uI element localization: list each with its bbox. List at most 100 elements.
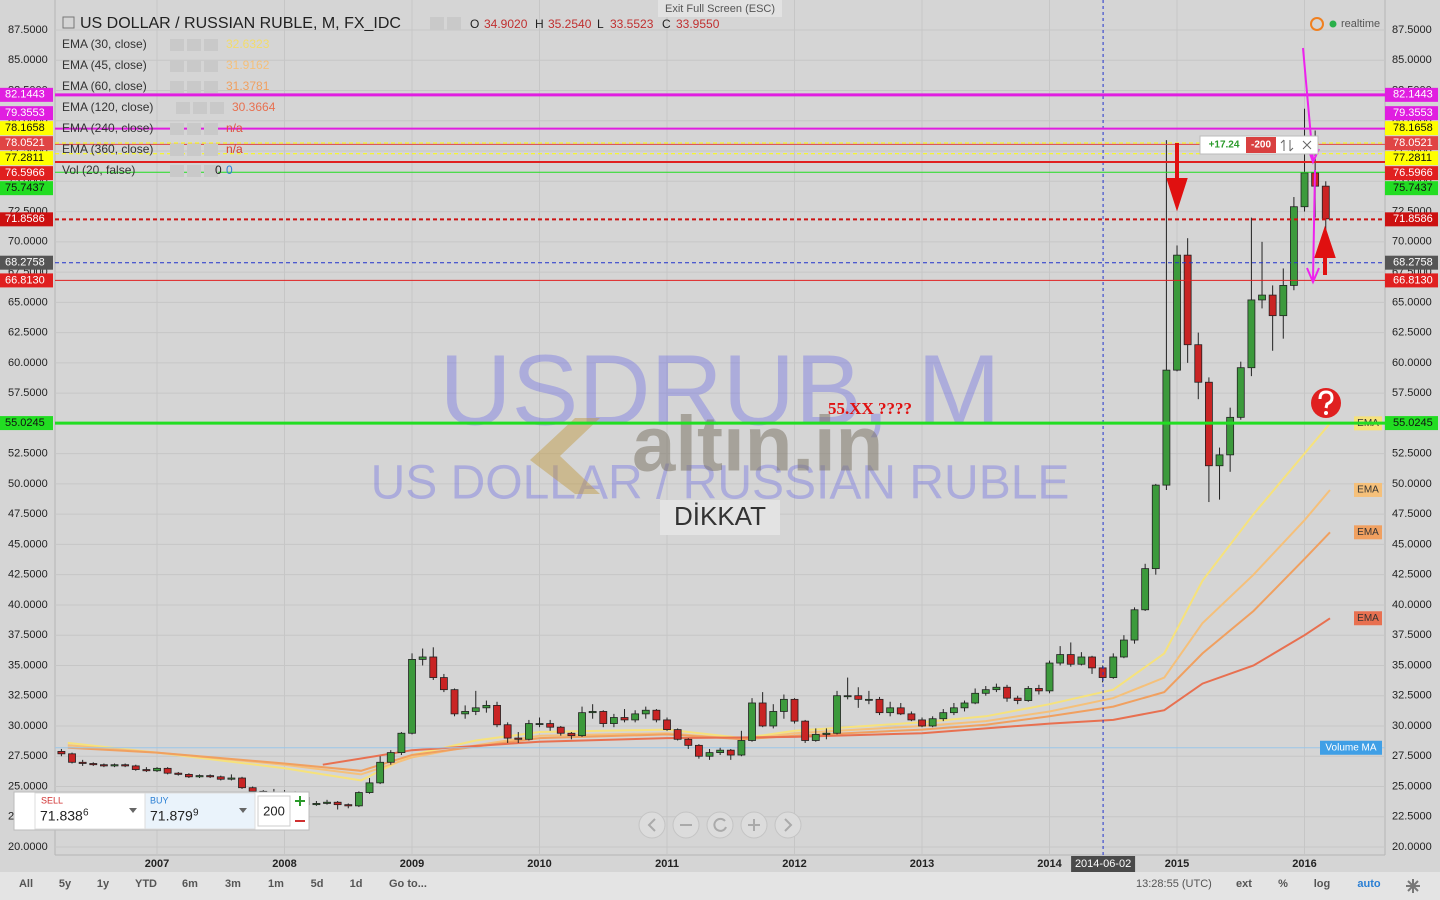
- range-button[interactable]: All: [19, 878, 33, 890]
- scroll-left[interactable]: [638, 811, 666, 839]
- y-tick-label: 40.0000: [8, 599, 48, 611]
- y-tick-label: 57.5000: [1392, 387, 1432, 399]
- annotation-arrow-magenta: [1306, 169, 1320, 285]
- study-icon[interactable]: [210, 102, 224, 114]
- study-icon[interactable]: [204, 60, 218, 72]
- price-tag: [1385, 166, 1438, 181]
- reset[interactable]: [706, 811, 734, 839]
- candle-body: [1141, 568, 1150, 611]
- range-button[interactable]: 1d: [350, 878, 363, 890]
- realtime-label: realtime: [1341, 18, 1380, 30]
- study-icon[interactable]: [170, 165, 184, 177]
- candle-body: [684, 738, 693, 746]
- annotation-arrow-down: [1166, 143, 1188, 212]
- candle-body: [695, 744, 703, 757]
- candle-body: [1088, 656, 1096, 669]
- watermark-logo: altın.in: [632, 400, 883, 488]
- range-button[interactable]: 6m: [182, 878, 198, 890]
- range-button[interactable]: 3m: [225, 878, 241, 890]
- study-icon[interactable]: [187, 39, 201, 51]
- candle-body: [599, 711, 608, 724]
- price-tag-label: 55.0245: [5, 417, 45, 429]
- price-tag-label: 76.5966: [5, 167, 45, 179]
- candle-body: [386, 752, 395, 763]
- study-icon[interactable]: [170, 144, 184, 156]
- alert-icon[interactable]: [1310, 17, 1324, 31]
- study-icon[interactable]: [204, 81, 218, 93]
- scale-option[interactable]: auto: [1357, 878, 1381, 890]
- price-tag-label: 71.8586: [1393, 213, 1433, 225]
- reverse-icon[interactable]: [1280, 139, 1294, 152]
- quantity: 200: [263, 803, 285, 818]
- candle-body: [333, 801, 342, 806]
- exit-fullscreen-tab[interactable]: [658, 0, 782, 17]
- ema-tag-label: EMA: [1357, 527, 1379, 538]
- study-icon[interactable]: [187, 123, 201, 135]
- study-icon[interactable]: [187, 60, 201, 72]
- y-tick-label: 57.5000: [8, 387, 48, 399]
- y-tick-label: 85.0000: [8, 54, 48, 66]
- chart-title: US DOLLAR / RUSSIAN RUBLE, M, FX_IDC: [80, 15, 401, 32]
- candle-body: [429, 656, 438, 678]
- scale-option[interactable]: log: [1314, 878, 1331, 890]
- study-icon[interactable]: [187, 81, 201, 93]
- study-name: EMA (120, close): [62, 100, 153, 114]
- study-icon[interactable]: [170, 60, 184, 72]
- scale-option[interactable]: ext: [1236, 878, 1252, 890]
- range-button[interactable]: 1y: [97, 878, 110, 890]
- candle-body: [110, 764, 119, 767]
- study-icon[interactable]: [170, 81, 184, 93]
- study-icon[interactable]: [176, 102, 190, 114]
- y-tick-label: 20.0000: [8, 841, 48, 853]
- candle-body: [578, 712, 586, 737]
- quantity-badge: [1246, 137, 1276, 153]
- y-tick-label: 62.5000: [1392, 327, 1432, 339]
- study-value: 0: [215, 163, 222, 177]
- range-button[interactable]: YTD: [135, 878, 157, 890]
- y-tick-label: 70.0000: [8, 236, 48, 248]
- price-tag: [0, 212, 53, 227]
- candle-body: [216, 776, 225, 780]
- ohlc-label: O: [470, 17, 479, 31]
- candle-body: [918, 719, 926, 727]
- logo-mark: [530, 418, 600, 494]
- price-tag: [1385, 106, 1438, 121]
- goto-button[interactable]: Go to...: [389, 878, 427, 890]
- collapse-icon[interactable]: [62, 16, 75, 29]
- y-tick-label: 35.0000: [8, 659, 48, 671]
- ema-line: [67, 422, 1331, 782]
- study-icon[interactable]: [187, 165, 201, 177]
- buy-button[interactable]: [144, 792, 256, 830]
- settings-icon[interactable]: [1406, 879, 1420, 893]
- sell-button[interactable]: [34, 792, 146, 830]
- scale-option[interactable]: %: [1278, 878, 1288, 890]
- candle-body: [1279, 285, 1288, 317]
- scroll-right[interactable]: [774, 811, 802, 839]
- range-button[interactable]: 5d: [311, 878, 324, 890]
- icon[interactable]: [447, 17, 461, 30]
- study-icon[interactable]: [170, 39, 184, 51]
- watermark-note: DİKKAT: [674, 501, 766, 531]
- candle-body: [758, 702, 767, 727]
- range-button[interactable]: 5y: [59, 878, 72, 890]
- study-icon[interactable]: [204, 165, 218, 177]
- study-icon[interactable]: [204, 123, 218, 135]
- icon[interactable]: [430, 17, 444, 30]
- price-tag-label: 79.3553: [1393, 107, 1433, 119]
- plus-button[interactable]: [295, 796, 305, 806]
- study-icon[interactable]: [193, 102, 207, 114]
- price-tag: [1385, 255, 1438, 270]
- study-icon[interactable]: [204, 144, 218, 156]
- close-icon[interactable]: [1302, 140, 1312, 150]
- price-tag: [1385, 136, 1438, 151]
- exit-fullscreen[interactable]: Exit Full Screen (ESC): [665, 3, 775, 15]
- quantity-input[interactable]: [257, 795, 291, 827]
- study-icon[interactable]: [170, 123, 184, 135]
- y-tick-label: 30.0000: [1392, 720, 1432, 732]
- candle-body: [503, 724, 512, 739]
- candle-body: [1024, 688, 1033, 701]
- range-button[interactable]: 1m: [268, 878, 284, 890]
- candle-body: [227, 777, 236, 780]
- study-icon[interactable]: [204, 39, 218, 51]
- study-icon[interactable]: [187, 144, 201, 156]
